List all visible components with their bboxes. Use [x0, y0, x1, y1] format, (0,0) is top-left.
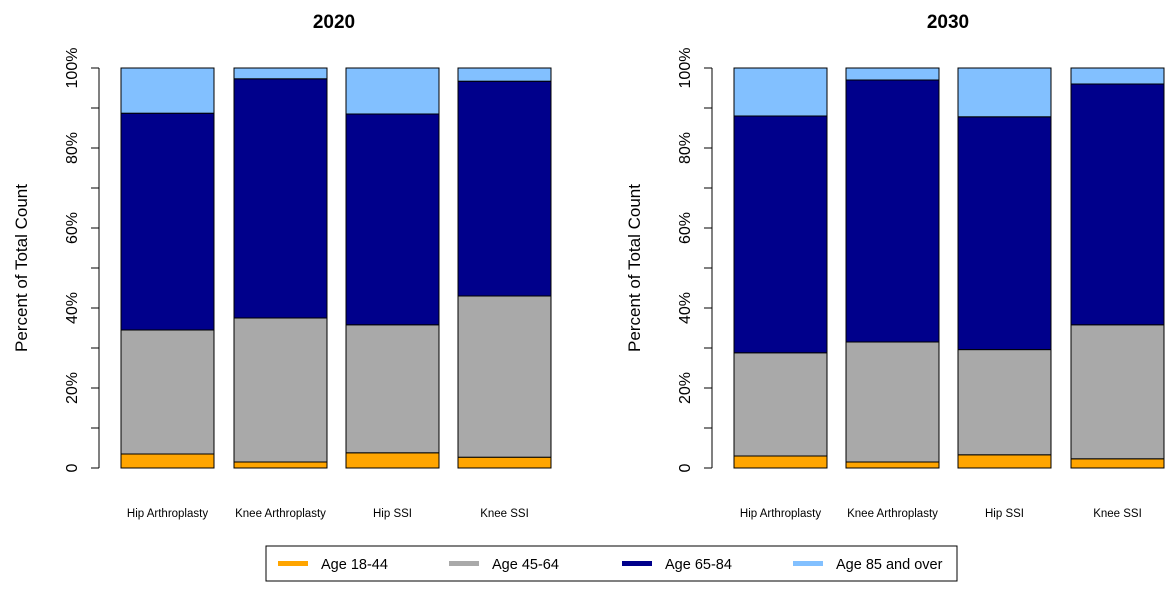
- y-tick-label: 20%: [677, 372, 694, 404]
- bar-segment: [733, 67, 828, 117]
- bar-segment: [845, 79, 940, 343]
- bar-segment: [733, 352, 828, 457]
- bar-segment: [233, 78, 328, 319]
- x-tick-label: Hip SSI: [373, 508, 412, 520]
- y-tick-label: 0: [64, 463, 81, 472]
- bar-segment: [733, 455, 828, 469]
- bar-segment: [345, 452, 440, 469]
- bar-segment: [845, 67, 940, 81]
- bar-segment: [957, 116, 1052, 351]
- y-tick-label: 0: [677, 463, 694, 472]
- y-tick-label: 40%: [64, 292, 81, 324]
- bar-segment: [957, 349, 1052, 456]
- y-axis-label: Percent of Total Count: [12, 184, 31, 352]
- bar-segment: [120, 453, 215, 469]
- bar-segment: [120, 112, 215, 331]
- bar-segment: [957, 454, 1052, 469]
- x-tick-label: Knee Arthroplasty: [235, 508, 326, 520]
- bar-segment: [733, 115, 828, 354]
- legend-label: Age 45-64: [492, 557, 559, 573]
- bar-segment: [957, 67, 1052, 118]
- bar-segment: [120, 329, 215, 455]
- bar-segment: [120, 67, 215, 114]
- y-tick-label: 100%: [677, 48, 694, 89]
- x-tick-label: Hip SSI: [985, 508, 1024, 520]
- bar-segment: [457, 67, 552, 82]
- y-axis-label: Percent of Total Count: [625, 184, 644, 352]
- y-tick-label: 100%: [64, 48, 81, 89]
- x-tick-label: Knee SSI: [480, 508, 529, 520]
- legend-label: Age 18-44: [321, 557, 388, 573]
- y-tick-label: 80%: [677, 132, 694, 164]
- y-tick-label: 60%: [64, 212, 81, 244]
- bar-segment: [1070, 83, 1165, 326]
- bar-segment: [233, 317, 328, 463]
- x-tick-label: Knee SSI: [1093, 508, 1142, 520]
- bar-segment: [845, 341, 940, 463]
- y-tick-label: 80%: [64, 132, 81, 164]
- x-tick-label: Hip Arthroplasty: [127, 508, 208, 520]
- bar-segment: [1070, 458, 1165, 469]
- bar-segment: [233, 461, 328, 469]
- x-tick-label: Hip Arthroplasty: [740, 508, 821, 520]
- bar-segment: [845, 461, 940, 469]
- legend-label: Age 65-84: [665, 557, 732, 573]
- legend-box: [265, 545, 958, 582]
- bar-segment: [345, 324, 440, 454]
- bar-segment: [457, 295, 552, 458]
- bar-segment: [345, 113, 440, 326]
- y-tick-label: 40%: [677, 292, 694, 324]
- bar-segment: [1070, 324, 1165, 460]
- y-tick-label: 60%: [677, 212, 694, 244]
- y-tick-label: 20%: [64, 372, 81, 404]
- bar-segment: [457, 456, 552, 469]
- bar-segment: [233, 67, 328, 80]
- chart-title: 2020: [313, 12, 355, 33]
- legend-label: Age 85 and over: [836, 557, 943, 573]
- x-tick-label: Knee Arthroplasty: [847, 508, 938, 520]
- bar-segment: [345, 67, 440, 115]
- bar-segment: [457, 80, 552, 297]
- chart-title: 2030: [927, 12, 969, 33]
- bar-segment: [1070, 67, 1165, 85]
